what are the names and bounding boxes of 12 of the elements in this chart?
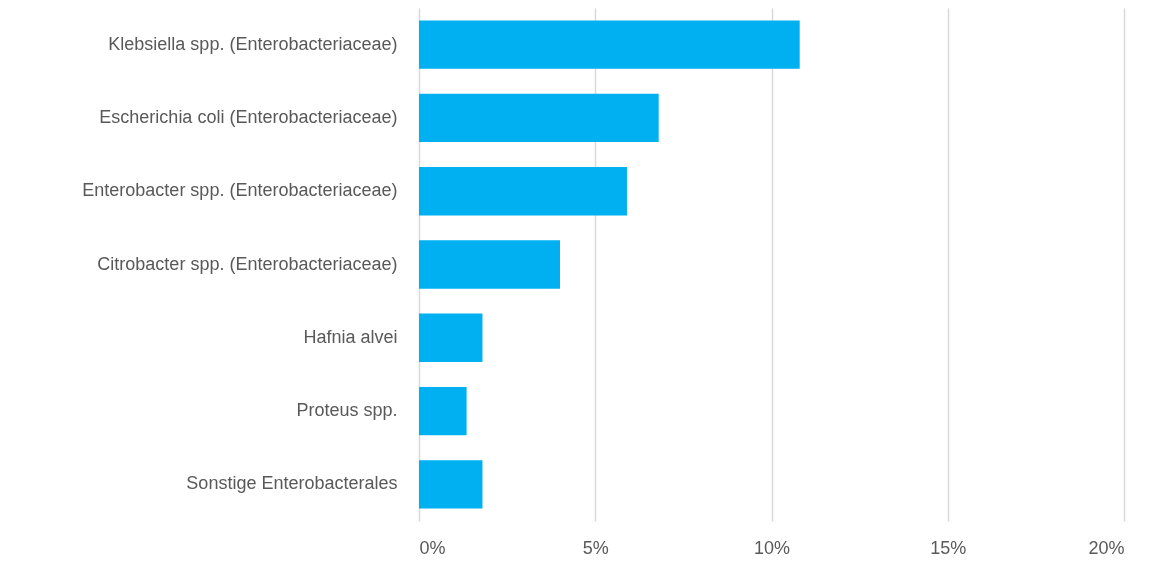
x-tick-label: 15% — [930, 537, 967, 558]
y-tick-label: Escherichia coli (Enterobacteriaceae) — [99, 106, 398, 127]
y-tick-label: Citrobacter spp. (Enterobacteriaceae) — [97, 253, 398, 274]
x-tick-label: 0% — [419, 537, 446, 558]
x-tick-label: 20% — [1088, 537, 1125, 558]
x-tick-label: 5% — [582, 537, 609, 558]
y-tick-label: Klebsiella spp. (Enterobacteriaceae) — [108, 33, 398, 54]
y-tick-label: Sonstige Enterobacterales — [186, 473, 398, 494]
y-tick-label: Hafnia alvei — [303, 326, 398, 347]
y-tick-label: Enterobacter spp. (Enterobacteriaceae) — [82, 180, 398, 201]
x-tick-label: 10% — [753, 537, 791, 558]
y-tick-label: Proteus spp. — [296, 400, 398, 421]
